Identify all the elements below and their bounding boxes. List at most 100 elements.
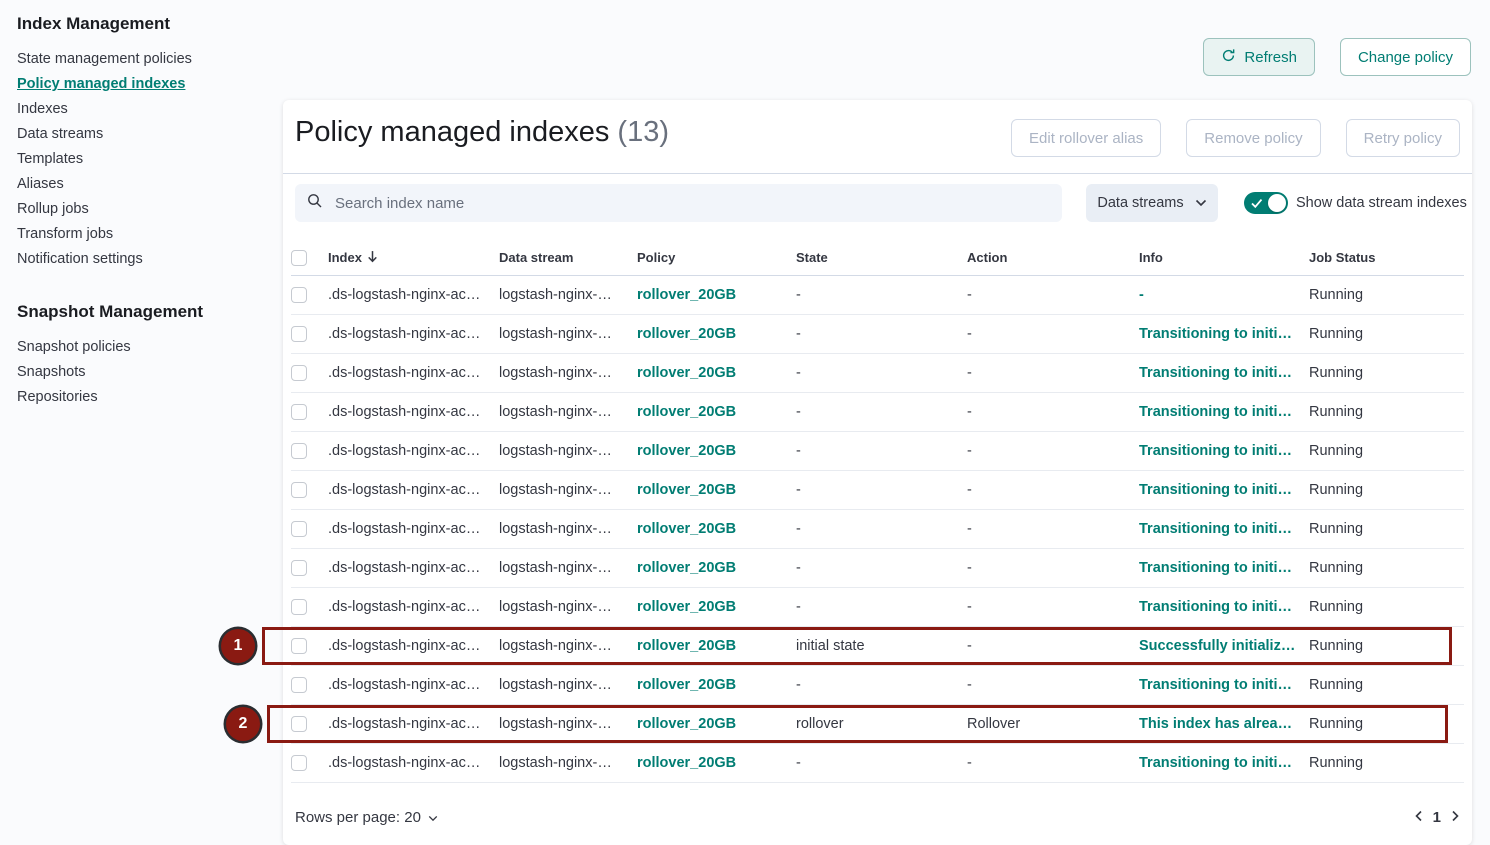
policy-link[interactable]: rollover_20GB bbox=[637, 326, 737, 342]
sidebar-item-state-management-policies[interactable]: State management policies bbox=[17, 51, 192, 67]
row-checkbox[interactable] bbox=[291, 326, 307, 342]
sidebar-item-aliases[interactable]: Aliases bbox=[17, 176, 64, 192]
policy-link[interactable]: rollover_20GB bbox=[637, 638, 737, 654]
policy-link[interactable]: rollover_20GB bbox=[637, 560, 737, 576]
cell-data-stream: logstash-nginx-… bbox=[499, 521, 612, 537]
sidebar-item-policy-managed-indexes[interactable]: Policy managed indexes bbox=[17, 76, 186, 92]
info-link[interactable]: Transitioning to initi… bbox=[1139, 443, 1293, 459]
cell-state: - bbox=[796, 521, 801, 537]
chevron-down-icon bbox=[428, 809, 438, 826]
cell-job-status: Running bbox=[1309, 482, 1364, 498]
change-policy-button-label: Change policy bbox=[1357, 48, 1453, 66]
sidebar-item-templates[interactable]: Templates bbox=[17, 151, 84, 167]
cell-job-status: Running bbox=[1309, 560, 1364, 576]
cell-state: - bbox=[796, 755, 801, 771]
table-row: .ds-logstash-nginx-ac… logstash-nginx-… ro… bbox=[291, 510, 1464, 549]
cell-job-status: Running bbox=[1309, 716, 1364, 732]
show-data-stream-indexes-toggle[interactable] bbox=[1244, 192, 1288, 214]
previous-page-icon[interactable] bbox=[1414, 809, 1423, 826]
row-checkbox-cell bbox=[291, 326, 328, 342]
policy-link[interactable]: rollover_20GB bbox=[637, 443, 737, 459]
sidebar-snapshot-management-list: Snapshot policies Snapshots Repositories bbox=[17, 335, 272, 410]
policy-link[interactable]: rollover_20GB bbox=[637, 599, 737, 615]
sidebar-item-snapshot-policies[interactable]: Snapshot policies bbox=[17, 339, 131, 355]
row-checkbox[interactable] bbox=[291, 365, 307, 381]
sidebar-item-repositories[interactable]: Repositories bbox=[17, 389, 98, 405]
row-checkbox[interactable] bbox=[291, 287, 307, 303]
info-link[interactable]: Transitioning to initi… bbox=[1139, 404, 1293, 420]
policy-link[interactable]: rollover_20GB bbox=[637, 677, 737, 693]
cell-state: - bbox=[796, 404, 801, 420]
cell-state: - bbox=[796, 365, 801, 381]
refresh-button-label: Refresh bbox=[1244, 48, 1297, 66]
cell-data-stream: logstash-nginx-… bbox=[499, 716, 612, 732]
change-policy-button[interactable]: Change policy bbox=[1339, 38, 1471, 76]
policy-link[interactable]: rollover_20GB bbox=[637, 482, 737, 498]
edit-rollover-alias-button[interactable]: Edit rollover alias bbox=[1011, 119, 1162, 157]
info-link[interactable]: Transitioning to initi… bbox=[1139, 599, 1293, 615]
info-link[interactable]: Transitioning to initi… bbox=[1139, 755, 1293, 771]
refresh-button[interactable]: Refresh bbox=[1203, 38, 1315, 76]
info-link[interactable]: Transitioning to initi… bbox=[1139, 677, 1293, 693]
sidebar-item-rollup-jobs[interactable]: Rollup jobs bbox=[17, 201, 89, 217]
row-checkbox-cell bbox=[291, 404, 328, 420]
policy-link[interactable]: rollover_20GB bbox=[637, 755, 737, 771]
cell-index: .ds-logstash-nginx-ac… bbox=[328, 326, 481, 342]
table-body: .ds-logstash-nginx-ac… logstash-nginx-… ro… bbox=[291, 276, 1464, 783]
row-checkbox[interactable] bbox=[291, 560, 307, 576]
cell-job-status: Running bbox=[1309, 521, 1364, 537]
row-checkbox-cell bbox=[291, 677, 328, 693]
select-all-checkbox[interactable] bbox=[291, 249, 307, 266]
info-link[interactable]: This index has alrea… bbox=[1139, 716, 1293, 732]
indexes-table: Index Data stream Policy State Action Info Job… bbox=[291, 240, 1464, 783]
column-header-index[interactable]: Index bbox=[328, 250, 499, 266]
cell-index: .ds-logstash-nginx-ac… bbox=[328, 677, 481, 693]
info-link[interactable]: Transitioning to initi… bbox=[1139, 326, 1293, 342]
row-checkbox[interactable] bbox=[291, 443, 307, 459]
cell-state: initial state bbox=[796, 638, 865, 654]
policy-link[interactable]: rollover_20GB bbox=[637, 287, 737, 303]
retry-policy-button[interactable]: Retry policy bbox=[1345, 119, 1460, 157]
page-controls: 1 bbox=[1414, 809, 1460, 826]
info-link[interactable]: Transitioning to initi… bbox=[1139, 521, 1293, 537]
policy-link[interactable]: rollover_20GB bbox=[637, 716, 737, 732]
policy-link[interactable]: rollover_20GB bbox=[637, 521, 737, 537]
sidebar-item-notification-settings[interactable]: Notification settings bbox=[17, 251, 143, 267]
data-streams-dropdown[interactable]: Data streams bbox=[1086, 184, 1218, 222]
info-link[interactable]: Transitioning to initi… bbox=[1139, 560, 1293, 576]
info-link[interactable]: - bbox=[1139, 287, 1144, 303]
sidebar-item-transform-jobs[interactable]: Transform jobs bbox=[17, 226, 114, 242]
row-checkbox[interactable] bbox=[291, 638, 307, 654]
search-input[interactable] bbox=[333, 193, 1050, 213]
cell-data-stream: logstash-nginx-… bbox=[499, 482, 612, 498]
row-checkbox[interactable] bbox=[291, 482, 307, 498]
cell-job-status: Running bbox=[1309, 443, 1364, 459]
rows-per-page-control[interactable]: Rows per page: 20 bbox=[295, 809, 438, 826]
sidebar-index-management-list: State management policies Policy managed … bbox=[17, 47, 272, 272]
sort-descending-icon bbox=[367, 250, 378, 266]
sidebar-item-data-streams[interactable]: Data streams bbox=[17, 126, 104, 142]
table-row: .ds-logstash-nginx-ac… logstash-nginx-… ro… bbox=[291, 276, 1464, 315]
cell-index: .ds-logstash-nginx-ac… bbox=[328, 716, 481, 732]
current-page-number[interactable]: 1 bbox=[1432, 808, 1441, 826]
info-link[interactable]: Transitioning to initi… bbox=[1139, 365, 1293, 381]
info-link[interactable]: Transitioning to initi… bbox=[1139, 482, 1293, 498]
row-checkbox[interactable] bbox=[291, 716, 307, 732]
row-checkbox[interactable] bbox=[291, 404, 307, 420]
table-row: .ds-logstash-nginx-ac… logstash-nginx-… ro… bbox=[291, 627, 1464, 666]
panel-action-buttons: Edit rollover alias Remove policy Retry po… bbox=[1011, 119, 1460, 157]
row-checkbox[interactable] bbox=[291, 599, 307, 615]
row-checkbox[interactable] bbox=[291, 755, 307, 771]
info-link[interactable]: Successfully initializ… bbox=[1139, 638, 1296, 654]
remove-policy-button[interactable]: Remove policy bbox=[1186, 119, 1321, 157]
sidebar-item-snapshots[interactable]: Snapshots bbox=[17, 364, 86, 380]
policy-link[interactable]: rollover_20GB bbox=[637, 404, 737, 420]
next-page-icon[interactable] bbox=[1451, 809, 1460, 826]
cell-index: .ds-logstash-nginx-ac… bbox=[328, 521, 481, 537]
row-checkbox-cell bbox=[291, 365, 328, 381]
sidebar-item-indexes[interactable]: Indexes bbox=[17, 101, 68, 117]
row-checkbox[interactable] bbox=[291, 521, 307, 537]
policy-link[interactable]: rollover_20GB bbox=[637, 365, 737, 381]
cell-data-stream: logstash-nginx-… bbox=[499, 287, 612, 303]
row-checkbox[interactable] bbox=[291, 677, 307, 693]
